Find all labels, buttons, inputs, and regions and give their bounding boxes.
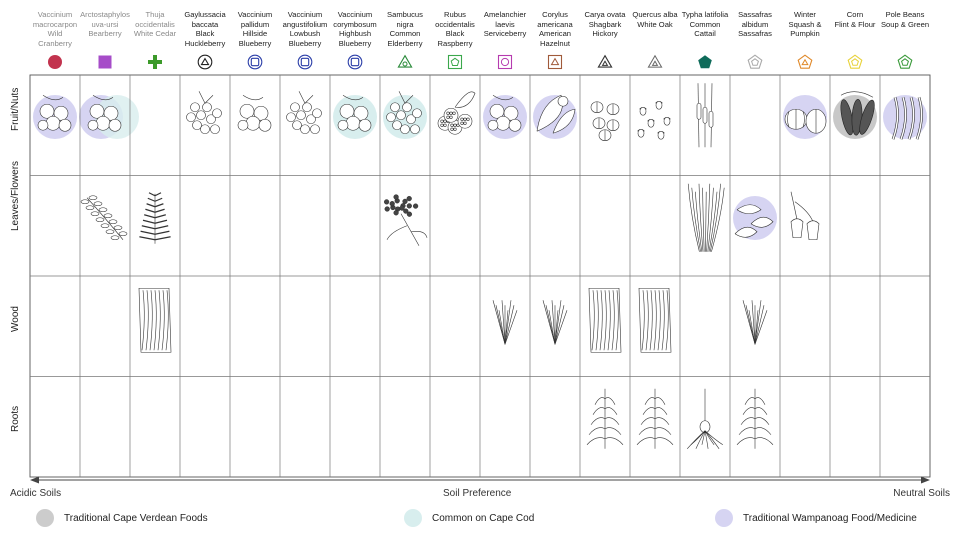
illustration-berries xyxy=(337,95,372,132)
filled-square-icon xyxy=(98,55,112,69)
pentagon-pentagon-icon xyxy=(847,54,863,69)
legend-label: Common on Cape Cod xyxy=(432,512,535,524)
legend-item-cape-cod: Common on Cape Cod xyxy=(404,509,534,527)
illustration-fern xyxy=(139,192,171,244)
illustration-roots xyxy=(586,388,624,449)
square-pentagon-icon xyxy=(447,54,463,70)
illustration-leaves xyxy=(734,204,774,238)
illustration-berries xyxy=(237,95,272,132)
illustration-roots xyxy=(636,388,674,449)
pentagon-pentagon-icon xyxy=(897,54,913,69)
arrow-right-icon xyxy=(921,476,930,484)
illustration-berries xyxy=(87,95,122,132)
circle-triangle-icon xyxy=(197,54,213,70)
column-header: Amelanchier laevis Serviceberry xyxy=(483,10,527,39)
column-header: Quercus alba White Oak xyxy=(632,10,678,29)
triangle-circle-icon xyxy=(397,54,413,68)
axis-title: Soil Preference xyxy=(443,488,512,499)
legend-item-wampanoag: Traditional Wampanoag Food/Medicine xyxy=(715,509,917,527)
filled-pentagon-icon xyxy=(698,55,712,69)
arrow-left-icon xyxy=(30,476,39,484)
axis-left-label: Acidic Soils xyxy=(10,488,62,499)
row-label: Wood xyxy=(10,305,21,332)
illustration-twigs xyxy=(742,300,768,345)
column-header: Vaccinium angustifolium Lowbush Blueberr… xyxy=(282,10,328,48)
illustration-roots-bulb xyxy=(686,388,723,449)
illustration-nut-leaves xyxy=(536,94,576,134)
legend-swatch xyxy=(404,509,422,527)
legend-item-cape-verdean: Traditional Cape Verdean Foods xyxy=(36,509,208,527)
row-label: Leaves/Flowers xyxy=(10,161,21,232)
column-header: Thuja occidentalis White Cedar xyxy=(133,10,177,39)
square-circle-icon xyxy=(497,54,513,70)
pentagon-pentagon-icon xyxy=(747,54,763,69)
column-header: Gaylussacia baccata Black Huckleberry xyxy=(184,10,226,48)
column-header: Corylus americana American Hazelnut xyxy=(537,10,573,48)
triangle-triangle-icon xyxy=(597,54,613,68)
column-header: Vaccinium corymbosum Highbush Blueberry xyxy=(333,10,377,48)
circle-square-icon xyxy=(247,54,263,70)
legend-label: Traditional Wampanoag Food/Medicine xyxy=(743,512,917,524)
illustration-flower-cluster xyxy=(384,194,428,246)
illustration-twigs xyxy=(542,300,568,345)
triangle-triangle-light-icon xyxy=(647,54,663,68)
column-header: Corn Flint & Flour xyxy=(834,10,876,29)
column-header: Winter Squash & Pumpkin xyxy=(788,10,822,39)
pentagon-triangle-icon xyxy=(797,54,813,69)
illustration-acorns xyxy=(637,100,671,140)
circle-square-icon xyxy=(297,54,313,70)
column-header: Sassafras albidum Sassafras xyxy=(738,10,772,39)
column-header: Vaccinium pallidum Hillside Blueberry xyxy=(237,10,273,48)
illustration-grass xyxy=(687,183,725,252)
illustration-beans xyxy=(891,96,923,140)
illustration-roots xyxy=(736,388,774,449)
column-header: Vaccinium macrocarpon Wild Cranberry xyxy=(32,10,78,48)
row-label: Roots xyxy=(10,406,21,433)
illustration-berry-cluster xyxy=(386,91,422,135)
illustration-raspberry xyxy=(437,91,476,135)
circle-square-icon xyxy=(347,54,363,70)
illustration-berry-cluster xyxy=(286,91,322,135)
green-plus-icon xyxy=(148,55,162,69)
column-header: Pole Beans Soup & Green xyxy=(880,10,930,29)
illustration-cattail xyxy=(696,83,714,148)
illustration-berries xyxy=(37,95,72,132)
illustration-twigs xyxy=(492,300,518,345)
column-header: Carya ovata Shagbark Hickory xyxy=(584,10,626,39)
illustration-bark xyxy=(588,287,622,353)
illustration-bark xyxy=(638,287,672,353)
illustration-squash xyxy=(784,108,827,134)
illustration-bark xyxy=(138,287,172,353)
illustration-berries xyxy=(487,95,522,132)
legend-label: Traditional Cape Verdean Foods xyxy=(64,512,208,524)
legend-swatch xyxy=(715,509,733,527)
axis-right-label: Neutral Soils xyxy=(893,488,950,499)
row-label: Fruit/Nuts xyxy=(10,87,21,131)
square-triangle-icon xyxy=(547,54,563,70)
illustration-corn xyxy=(840,91,875,136)
filled-circle-icon xyxy=(48,55,62,69)
column-header: Typha latifolia Common Cattail xyxy=(681,10,729,39)
illustration-sprig xyxy=(80,195,128,241)
illustration-blossoms xyxy=(790,191,820,241)
illustration-nuts xyxy=(590,101,620,142)
legend-swatch xyxy=(36,509,54,527)
column-header: Sambucus nigra Common Elderberry xyxy=(387,10,423,48)
illustration-berry-cluster xyxy=(186,91,222,135)
column-header: Rubus occidentalis Black Raspberry xyxy=(435,10,475,48)
column-header: Arctostaphylos uva-ursi Bearberry xyxy=(80,10,130,39)
